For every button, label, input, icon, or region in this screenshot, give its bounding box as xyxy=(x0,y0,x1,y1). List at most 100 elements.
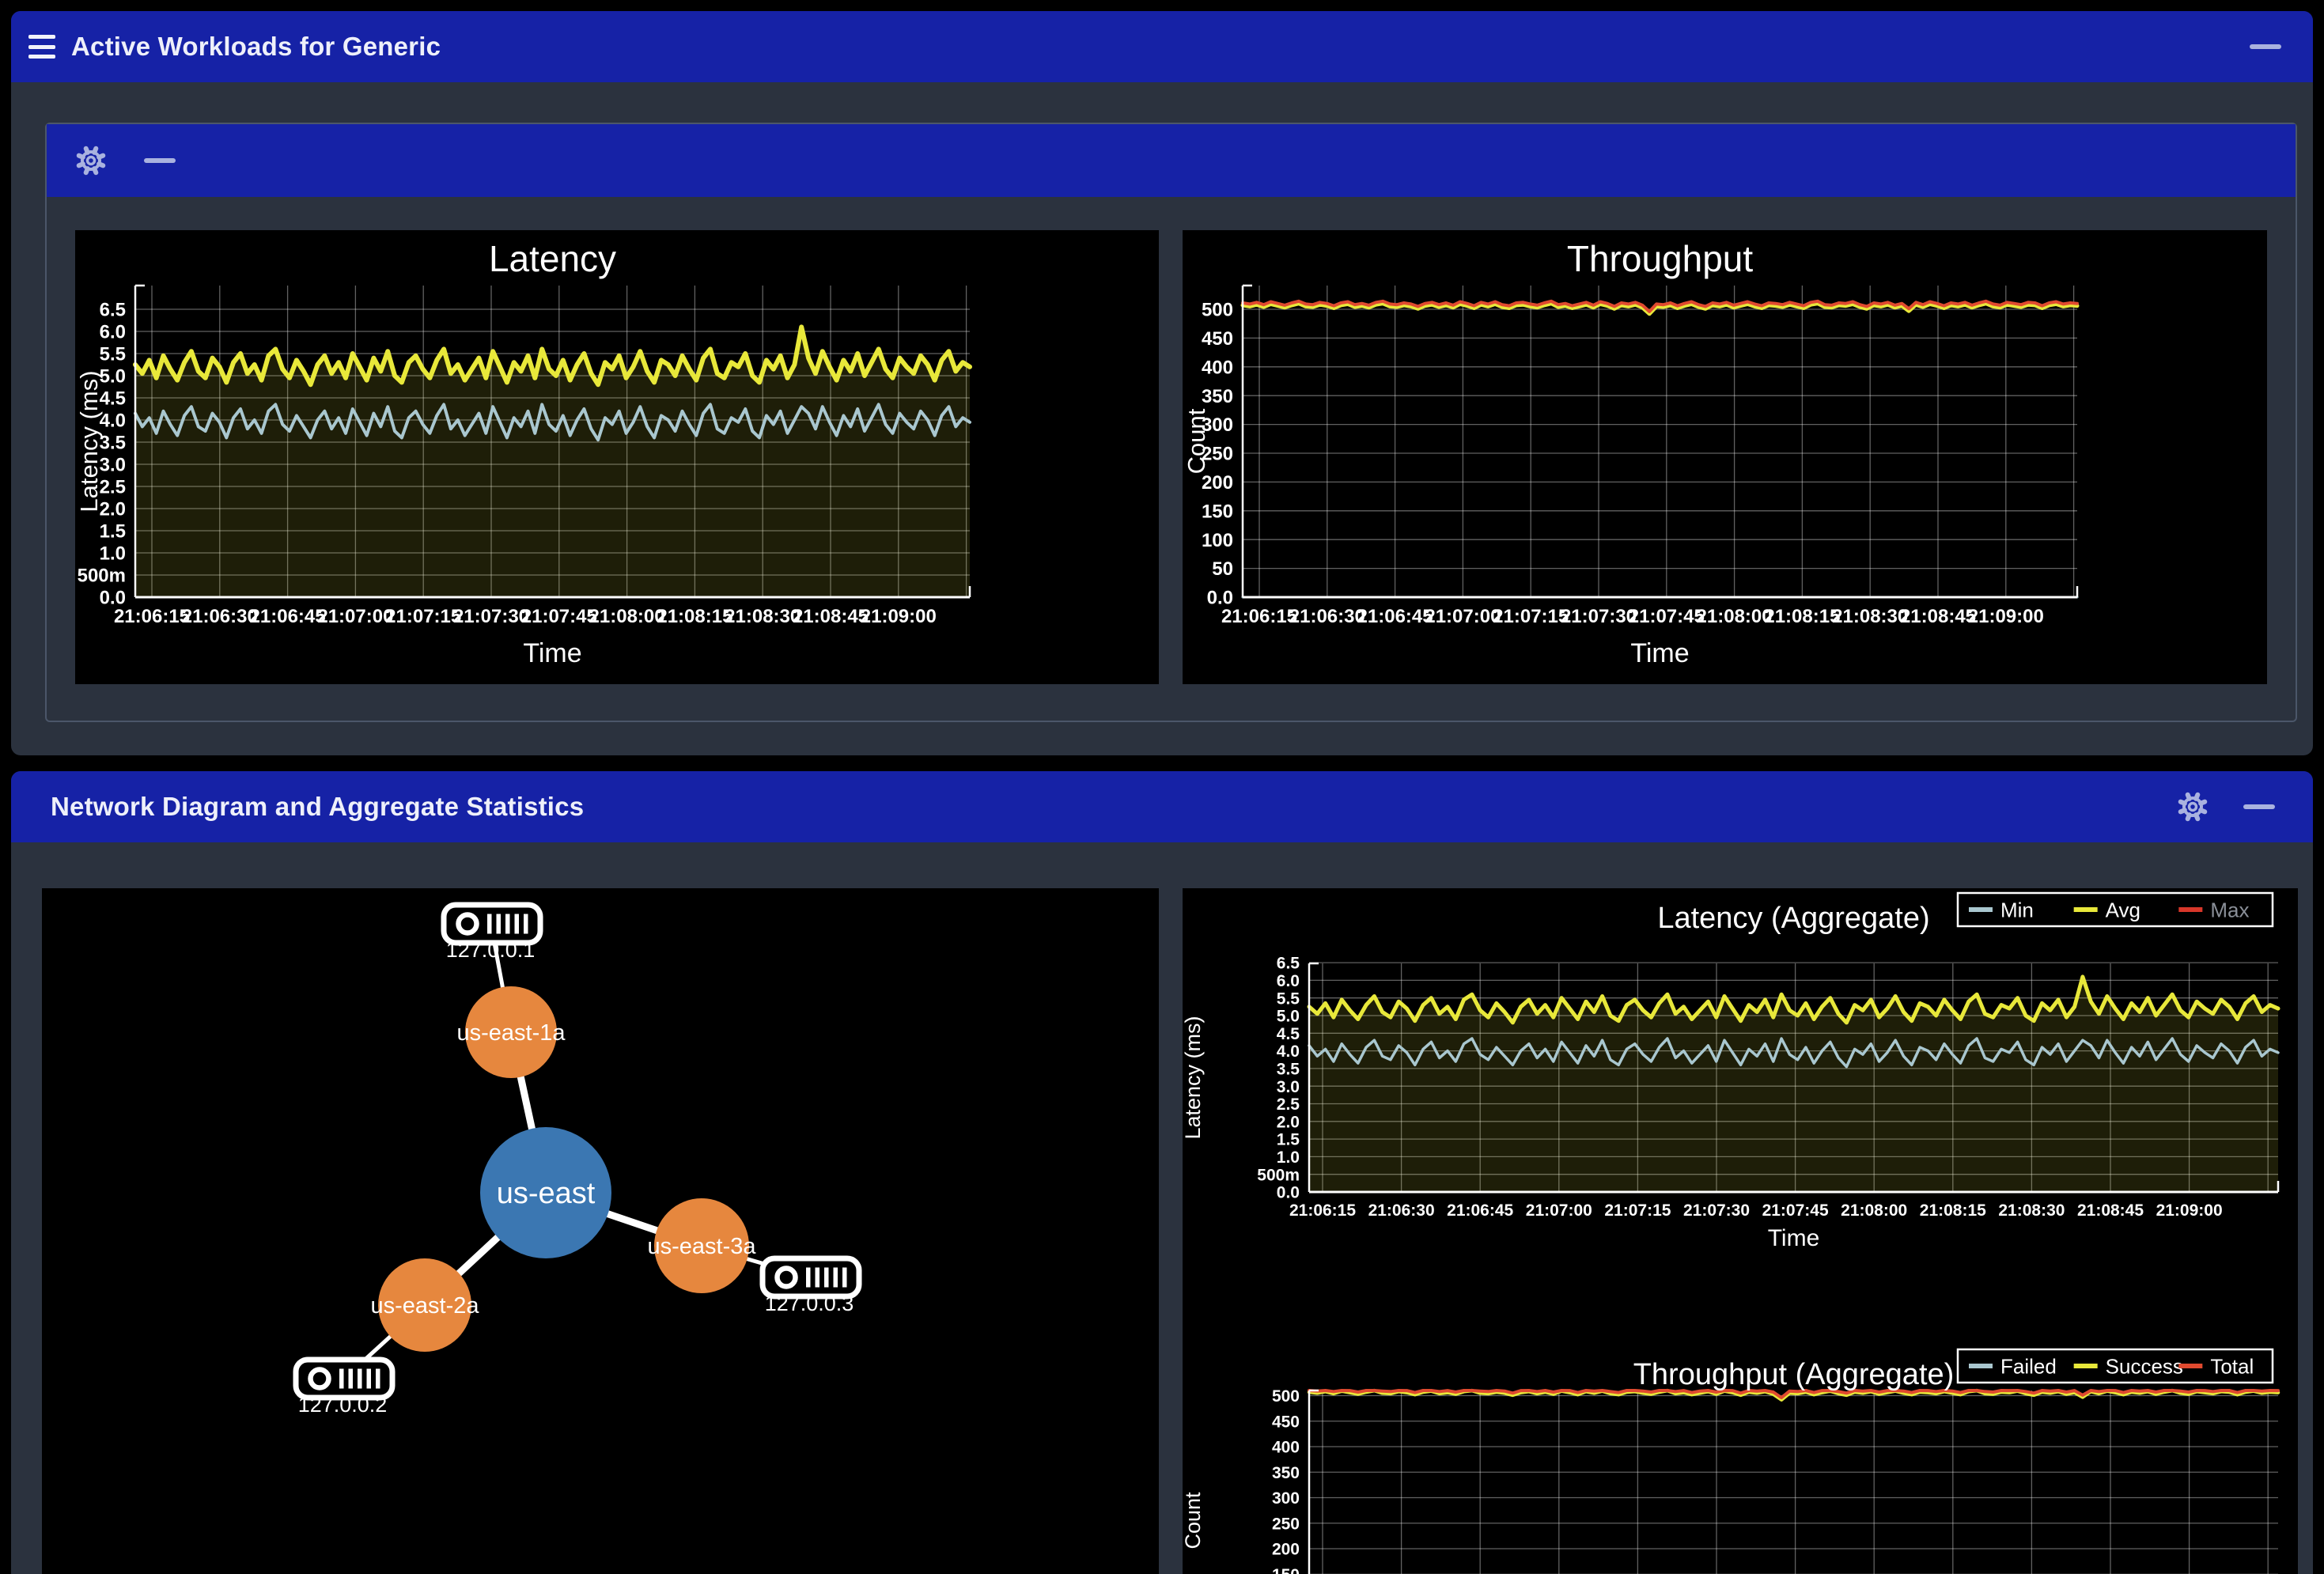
hamburger-menu-icon[interactable] xyxy=(28,35,55,59)
svg-text:3.5: 3.5 xyxy=(1277,1060,1300,1078)
svg-text:21:07:15: 21:07:15 xyxy=(1493,606,1569,627)
minus-icon xyxy=(2250,44,2281,49)
svg-text:21:06:30: 21:06:30 xyxy=(182,606,258,627)
throughput_agg-legend-item-total[interactable]: Total xyxy=(2178,1354,2254,1378)
svg-text:1.5: 1.5 xyxy=(100,521,126,543)
latency-grid xyxy=(135,286,970,597)
server-ip-label: 127.0.0.2 xyxy=(298,1393,388,1417)
latency_agg-min-line xyxy=(1308,1037,2280,1069)
svg-text:6.0: 6.0 xyxy=(100,322,126,343)
svg-text:2.0: 2.0 xyxy=(1277,1113,1300,1131)
node-label: us-east xyxy=(497,1177,596,1210)
gear-ring xyxy=(2182,796,2203,817)
svg-text:6.5: 6.5 xyxy=(100,300,126,321)
throughput_agg-legend-item-success[interactable]: Success xyxy=(2073,1354,2183,1378)
throughput_agg-legend-item-failed[interactable]: Failed xyxy=(1969,1354,2057,1378)
latency_agg-xaxis-label: Time xyxy=(1768,1225,1820,1251)
gear-ring xyxy=(81,150,101,171)
latency_agg-title: Latency (Aggregate) xyxy=(1657,902,1929,935)
svg-text:21:07:30: 21:07:30 xyxy=(453,606,529,627)
server-icon[interactable] xyxy=(441,902,543,946)
subpanel-collapse-button[interactable] xyxy=(142,149,178,172)
svg-text:Total: Total xyxy=(2210,1354,2254,1378)
svg-text:6.5: 6.5 xyxy=(1277,955,1300,973)
server-ip-label: 127.0.0.1 xyxy=(446,938,536,962)
server-icon[interactable] xyxy=(293,1356,396,1401)
node-label: us-east-2a xyxy=(370,1293,479,1319)
latency-chart[interactable]: 0.0500m1.01.52.02.53.03.54.04.55.05.56.0… xyxy=(75,230,1159,684)
svg-text:450: 450 xyxy=(1272,1413,1300,1431)
svg-text:0.0: 0.0 xyxy=(100,588,126,609)
latency-axes xyxy=(134,284,971,599)
svg-text:450: 450 xyxy=(1202,328,1233,350)
throughput-series xyxy=(1240,299,2080,599)
latency_agg-legend-item-avg[interactable]: Avg xyxy=(2073,898,2140,921)
network-node-us-east-2a[interactable]: us-east-2a xyxy=(370,1258,479,1352)
latency_agg-yaxis-label: Latency (ms) xyxy=(1183,1016,1205,1139)
workloads-subpanel-header xyxy=(47,124,2296,197)
window2-settings-button[interactable] xyxy=(2175,789,2210,824)
svg-text:Min: Min xyxy=(2000,898,2034,921)
svg-text:2.5: 2.5 xyxy=(100,477,126,498)
window2-collapse-button[interactable] xyxy=(2237,795,2281,819)
svg-text:21:06:45: 21:06:45 xyxy=(250,606,326,627)
node-label: us-east-1a xyxy=(456,1020,566,1046)
svg-text:21:08:30: 21:08:30 xyxy=(1832,606,1908,627)
svg-text:21:06:15: 21:06:15 xyxy=(1221,606,1297,627)
latency-avg-line xyxy=(133,324,972,388)
svg-text:3.0: 3.0 xyxy=(100,455,126,476)
network-node-us-east-3a[interactable]: us-east-3a xyxy=(647,1198,756,1293)
throughput-chart[interactable]: 0.0 50 100 150 200 250 300 350 400 450 500 21:06:15… xyxy=(1183,230,2267,684)
subpanel-settings-button[interactable] xyxy=(74,143,108,178)
latency-title: Latency xyxy=(489,238,616,279)
server-icon[interactable] xyxy=(759,1255,862,1300)
latency_agg-legend-item-min[interactable]: Min xyxy=(1969,898,2034,921)
window1-collapse-button[interactable] xyxy=(2243,35,2288,59)
throughput_agg-yaxis-label: Count xyxy=(1183,1492,1205,1549)
svg-text:21:06:45: 21:06:45 xyxy=(1357,606,1433,627)
latency-ytick-labels: 0.0500m1.01.52.02.53.03.54.04.55.05.56.0… xyxy=(78,300,126,609)
svg-text:21:07:15: 21:07:15 xyxy=(385,606,461,627)
svg-text:150: 150 xyxy=(1202,501,1233,522)
svg-text:500m: 500m xyxy=(1257,1166,1300,1184)
svg-text:1.0: 1.0 xyxy=(100,543,126,565)
latency_agg-avg-line xyxy=(1307,974,2280,1025)
svg-text:21:08:15: 21:08:15 xyxy=(1764,606,1840,627)
latency_agg-legend-item-max[interactable]: Max xyxy=(2178,898,2249,921)
svg-text:500m: 500m xyxy=(78,566,126,587)
throughput-axes xyxy=(1241,284,2079,599)
latency_agg-series xyxy=(1307,974,2280,1192)
svg-text:Failed: Failed xyxy=(2000,1354,2057,1378)
network-node-us-east-1a[interactable]: us-east-1a xyxy=(456,986,566,1078)
latency_agg-ytick-labels: 0.0500m1.01.52.02.53.03.54.04.55.05.56.0… xyxy=(1257,955,1300,1202)
svg-text:21:08:45: 21:08:45 xyxy=(2077,1201,2144,1220)
svg-text:21:06:15: 21:06:15 xyxy=(1289,1201,1356,1220)
minus-icon xyxy=(2243,804,2275,809)
svg-text:21:08:15: 21:08:15 xyxy=(657,606,732,627)
svg-text:21:08:00: 21:08:00 xyxy=(1697,606,1773,627)
svg-text:21:08:45: 21:08:45 xyxy=(793,606,869,627)
svg-text:4.5: 4.5 xyxy=(100,388,126,410)
svg-text:21:08:30: 21:08:30 xyxy=(725,606,801,627)
svg-text:21:08:45: 21:08:45 xyxy=(1900,606,1976,627)
svg-text:21:08:00: 21:08:00 xyxy=(589,606,665,627)
latency-aggregate-chart[interactable]: 0.0500m1.01.52.02.53.03.54.04.55.05.56.0… xyxy=(1183,888,2298,1345)
svg-text:250: 250 xyxy=(1272,1515,1300,1533)
svg-text:1.0: 1.0 xyxy=(1277,1148,1300,1167)
svg-text:21:06:15: 21:06:15 xyxy=(114,606,190,627)
server-ip-label: 127.0.0.3 xyxy=(765,1292,854,1315)
svg-text:21:09:00: 21:09:00 xyxy=(1968,606,2044,627)
network-diagram[interactable]: 127.0.0.1 127.0.0.2 127.0.0.3 us-east us-eas… xyxy=(42,888,1159,1574)
svg-text:3.0: 3.0 xyxy=(1277,1078,1300,1096)
svg-text:2.0: 2.0 xyxy=(100,499,126,520)
svg-text:21:06:30: 21:06:30 xyxy=(1368,1201,1435,1220)
svg-text:0.0: 0.0 xyxy=(1207,588,1233,609)
svg-text:250: 250 xyxy=(1202,444,1233,465)
throughput-aggregate-chart[interactable]: 0.05010015020025030035040045050021:06:15… xyxy=(1183,1345,2298,1574)
svg-text:400: 400 xyxy=(1202,357,1233,378)
svg-text:200: 200 xyxy=(1202,472,1233,494)
gear-icon xyxy=(76,146,106,176)
network-node-us-east[interactable]: us-east xyxy=(480,1127,611,1258)
svg-text:21:08:30: 21:08:30 xyxy=(1998,1201,2065,1220)
